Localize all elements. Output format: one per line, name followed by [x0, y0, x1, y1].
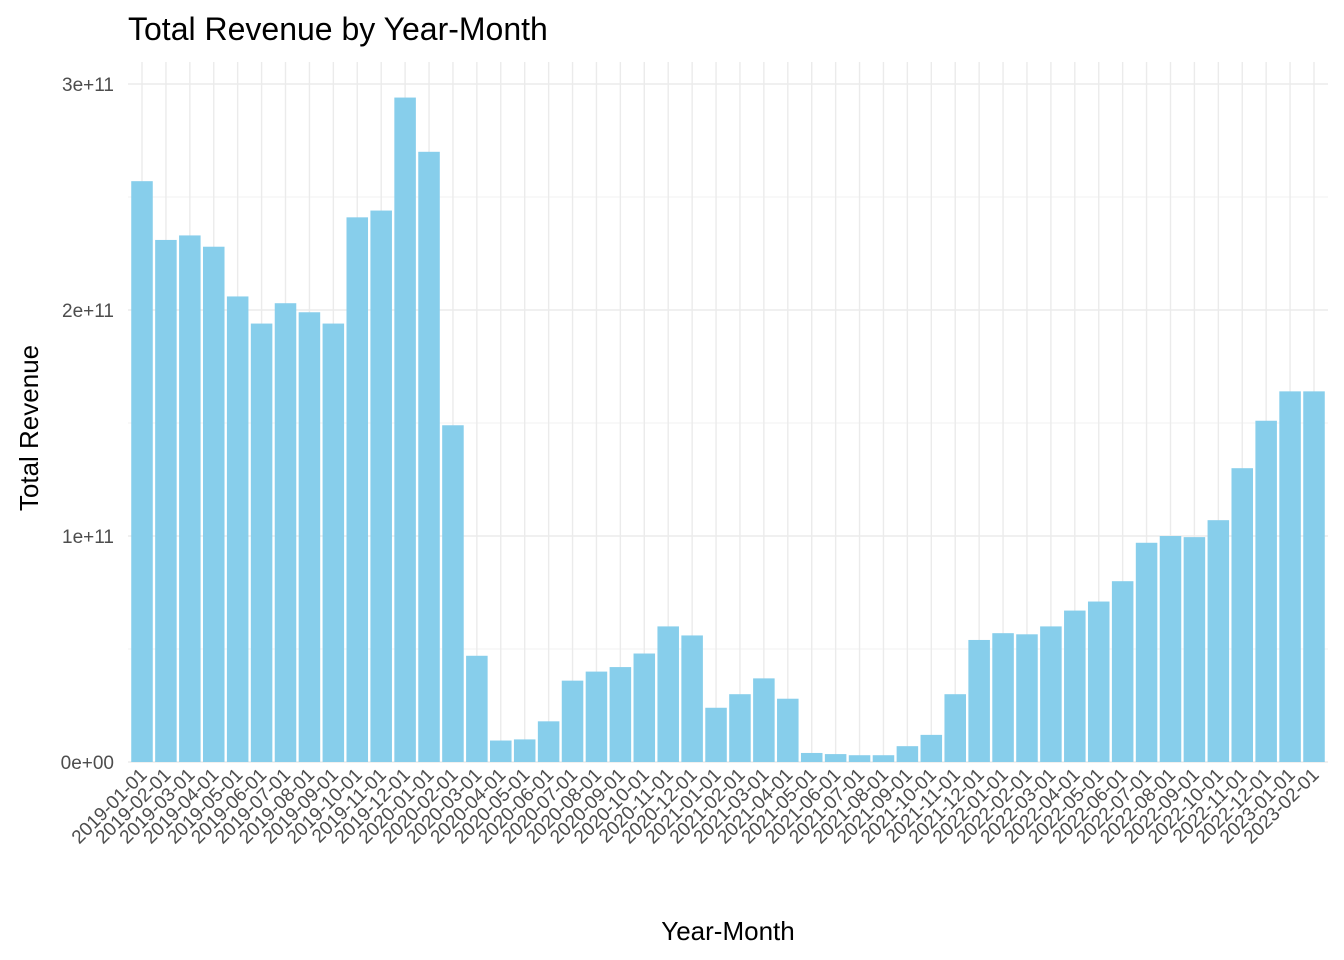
bar-2021-10-01	[920, 734, 943, 762]
bar-2020-08-01	[585, 671, 608, 762]
bar-2020-09-01	[609, 667, 632, 762]
bar-2022-11-01	[1231, 468, 1254, 762]
y-tick-label: 2e+11	[62, 301, 114, 322]
y-tick-label: 1e+11	[62, 527, 114, 548]
bar-2021-08-01	[872, 755, 895, 762]
bar-2021-11-01	[944, 694, 966, 762]
bar-2020-01-01	[418, 151, 440, 763]
x-axis-ticks: 2019-01-012019-02-012019-03-012019-04-01…	[68, 765, 1324, 849]
bar-2022-03-01	[1040, 626, 1062, 762]
bar-2022-09-01	[1183, 537, 1206, 762]
bar-2020-12-01	[681, 635, 703, 762]
x-axis-label: Year-Month	[661, 916, 794, 946]
bar-2019-03-01	[179, 235, 201, 763]
bar-2019-07-01	[274, 303, 297, 762]
bar-2021-04-01	[777, 698, 799, 762]
bar-2019-11-01	[370, 210, 392, 762]
bar-2020-11-01	[657, 626, 679, 762]
bar-2022-10-01	[1207, 520, 1230, 762]
y-axis-ticks: 0e+00 1e+11 2e+11 3e+11	[61, 75, 114, 774]
bar-2019-01-01	[131, 181, 153, 762]
bar-2021-01-01	[705, 707, 727, 762]
bar-2020-04-01	[490, 740, 512, 762]
bar-2019-02-01	[155, 239, 177, 762]
bar-2022-01-01	[992, 633, 1014, 762]
bar-2020-03-01	[466, 655, 488, 762]
bar-2019-12-01	[394, 97, 416, 762]
bar-2023-01-01	[1279, 391, 1301, 762]
bar-2021-12-01	[968, 639, 990, 762]
bar-2022-05-01	[1087, 601, 1110, 762]
bar-2021-06-01	[824, 754, 847, 762]
bar-2022-06-01	[1111, 581, 1134, 762]
bars	[131, 97, 1325, 763]
bar-2021-07-01	[848, 755, 871, 762]
bar-2022-04-01	[1064, 610, 1086, 762]
bar-2023-02-01	[1303, 391, 1325, 762]
bar-2020-10-01	[633, 653, 656, 762]
bar-2021-02-01	[729, 694, 751, 762]
bar-2020-06-01	[537, 721, 560, 762]
chart-title: Total Revenue by Year-Month	[128, 11, 548, 47]
bar-2019-10-01	[346, 217, 369, 763]
bar-2022-12-01	[1255, 420, 1277, 762]
bar-2022-08-01	[1159, 536, 1182, 762]
y-tick-label: 0e+00	[61, 753, 114, 774]
y-tick-label: 3e+11	[62, 75, 114, 96]
bar-2022-02-01	[1016, 634, 1038, 762]
bar-2019-06-01	[250, 323, 273, 762]
bar-2021-03-01	[753, 678, 775, 762]
bar-2019-08-01	[298, 312, 321, 762]
bar-2020-05-01	[513, 739, 536, 762]
bar-2019-04-01	[202, 246, 225, 763]
bar-2019-05-01	[226, 296, 249, 762]
bar-2021-09-01	[896, 746, 919, 762]
bar-2022-07-01	[1135, 542, 1158, 762]
bar-2019-09-01	[322, 323, 345, 762]
bar-2020-07-01	[561, 680, 584, 762]
bar-2020-02-01	[442, 425, 464, 762]
y-axis-label: Total Revenue	[14, 345, 44, 511]
bar-2021-05-01	[800, 752, 823, 762]
